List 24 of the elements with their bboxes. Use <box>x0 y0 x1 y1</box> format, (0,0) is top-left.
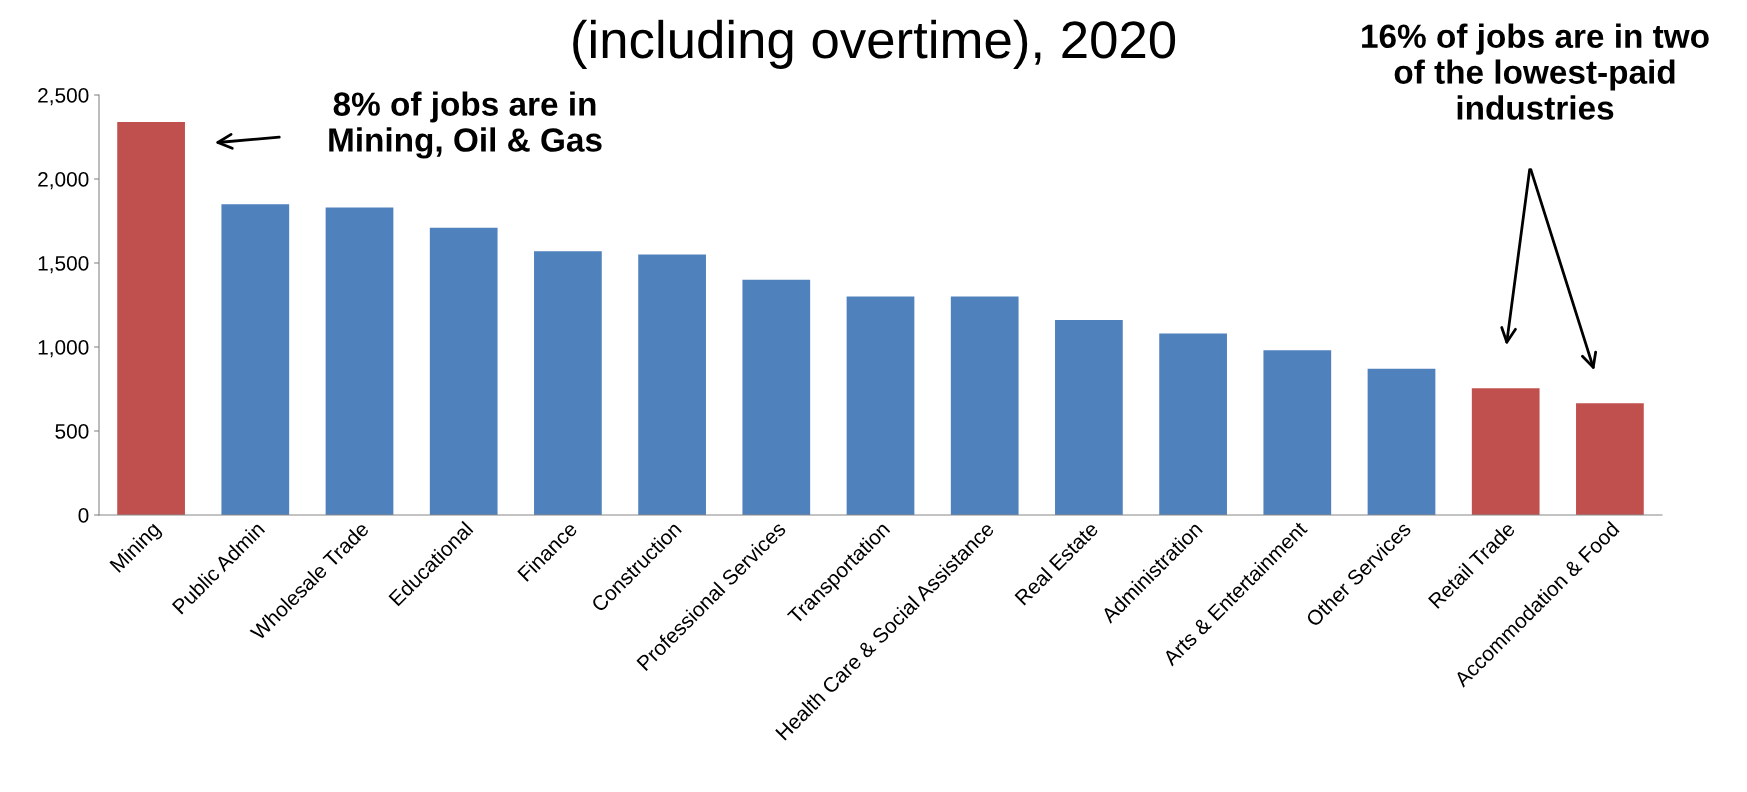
y-tick-label: 1,500 <box>38 256 89 274</box>
annotation: 16% of jobs are in two of the lowest-paid industries <box>1362 23 1709 120</box>
bar <box>742 279 811 515</box>
bar <box>1055 320 1123 515</box>
y-tick-label: 500 <box>55 424 89 439</box>
y-tick-label: 1,000 <box>38 340 89 358</box>
bar <box>1367 368 1436 515</box>
bar <box>1263 350 1332 515</box>
bar <box>846 296 915 515</box>
bar <box>950 296 1019 515</box>
bar <box>325 207 394 515</box>
bar <box>117 121 185 515</box>
chart-title: (including overtime), 2020 <box>573 19 1176 69</box>
bar <box>534 251 602 515</box>
y-tick-label: 2,000 <box>38 172 89 190</box>
annotation: 8% of jobs are in Mining, Oil & Gas <box>329 91 602 159</box>
y-tick-label: 2,500 <box>38 88 89 106</box>
bar <box>221 204 290 515</box>
bar <box>1159 333 1227 515</box>
bar <box>1576 403 1644 515</box>
bar <box>429 227 498 515</box>
bar <box>1471 388 1540 515</box>
bar <box>638 254 706 515</box>
y-tick-label: 0 <box>78 508 89 523</box>
